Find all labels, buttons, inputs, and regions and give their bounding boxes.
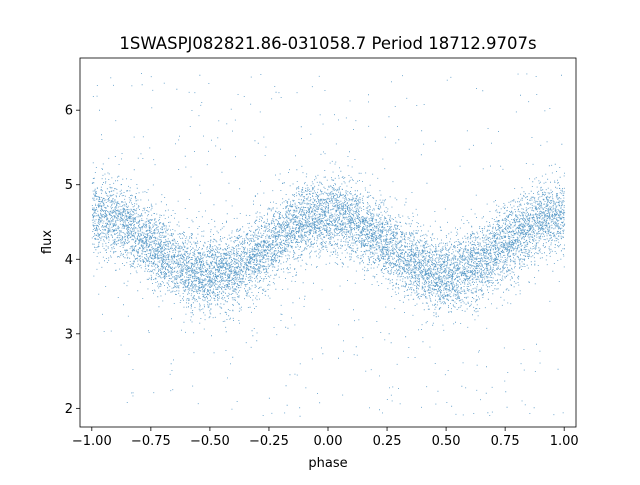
y-tick-label: 2 — [65, 402, 73, 417]
x-tick-label: −0.75 — [131, 434, 171, 449]
x-tick-label: 0.75 — [491, 434, 520, 449]
y-tick-label: 3 — [65, 327, 73, 342]
x-axis-ticks: −1.00 −0.75 −0.50 −0.25 0.00 0.25 0.50 0.75 1.00 — [72, 427, 579, 449]
x-tick-label: 0.25 — [373, 434, 402, 449]
x-tick-label: −1.00 — [72, 434, 112, 449]
x-tick-label: 0.50 — [432, 434, 461, 449]
x-tick-label: −0.25 — [249, 434, 289, 449]
x-tick-label: 0.00 — [314, 434, 343, 449]
x-tick-label: −0.50 — [190, 434, 230, 449]
x-tick-label: 1.00 — [550, 434, 579, 449]
x-axis-label: phase — [308, 456, 347, 471]
y-tick-label: 5 — [65, 178, 73, 193]
chart-title: 1SWASPJ082821.86-031058.7 Period 18712.9… — [119, 34, 536, 53]
y-tick-label: 4 — [65, 253, 73, 268]
y-axis-label: flux — [40, 230, 55, 254]
y-axis-ticks: 2 3 4 5 6 — [65, 104, 80, 417]
y-tick-label: 6 — [65, 104, 73, 119]
